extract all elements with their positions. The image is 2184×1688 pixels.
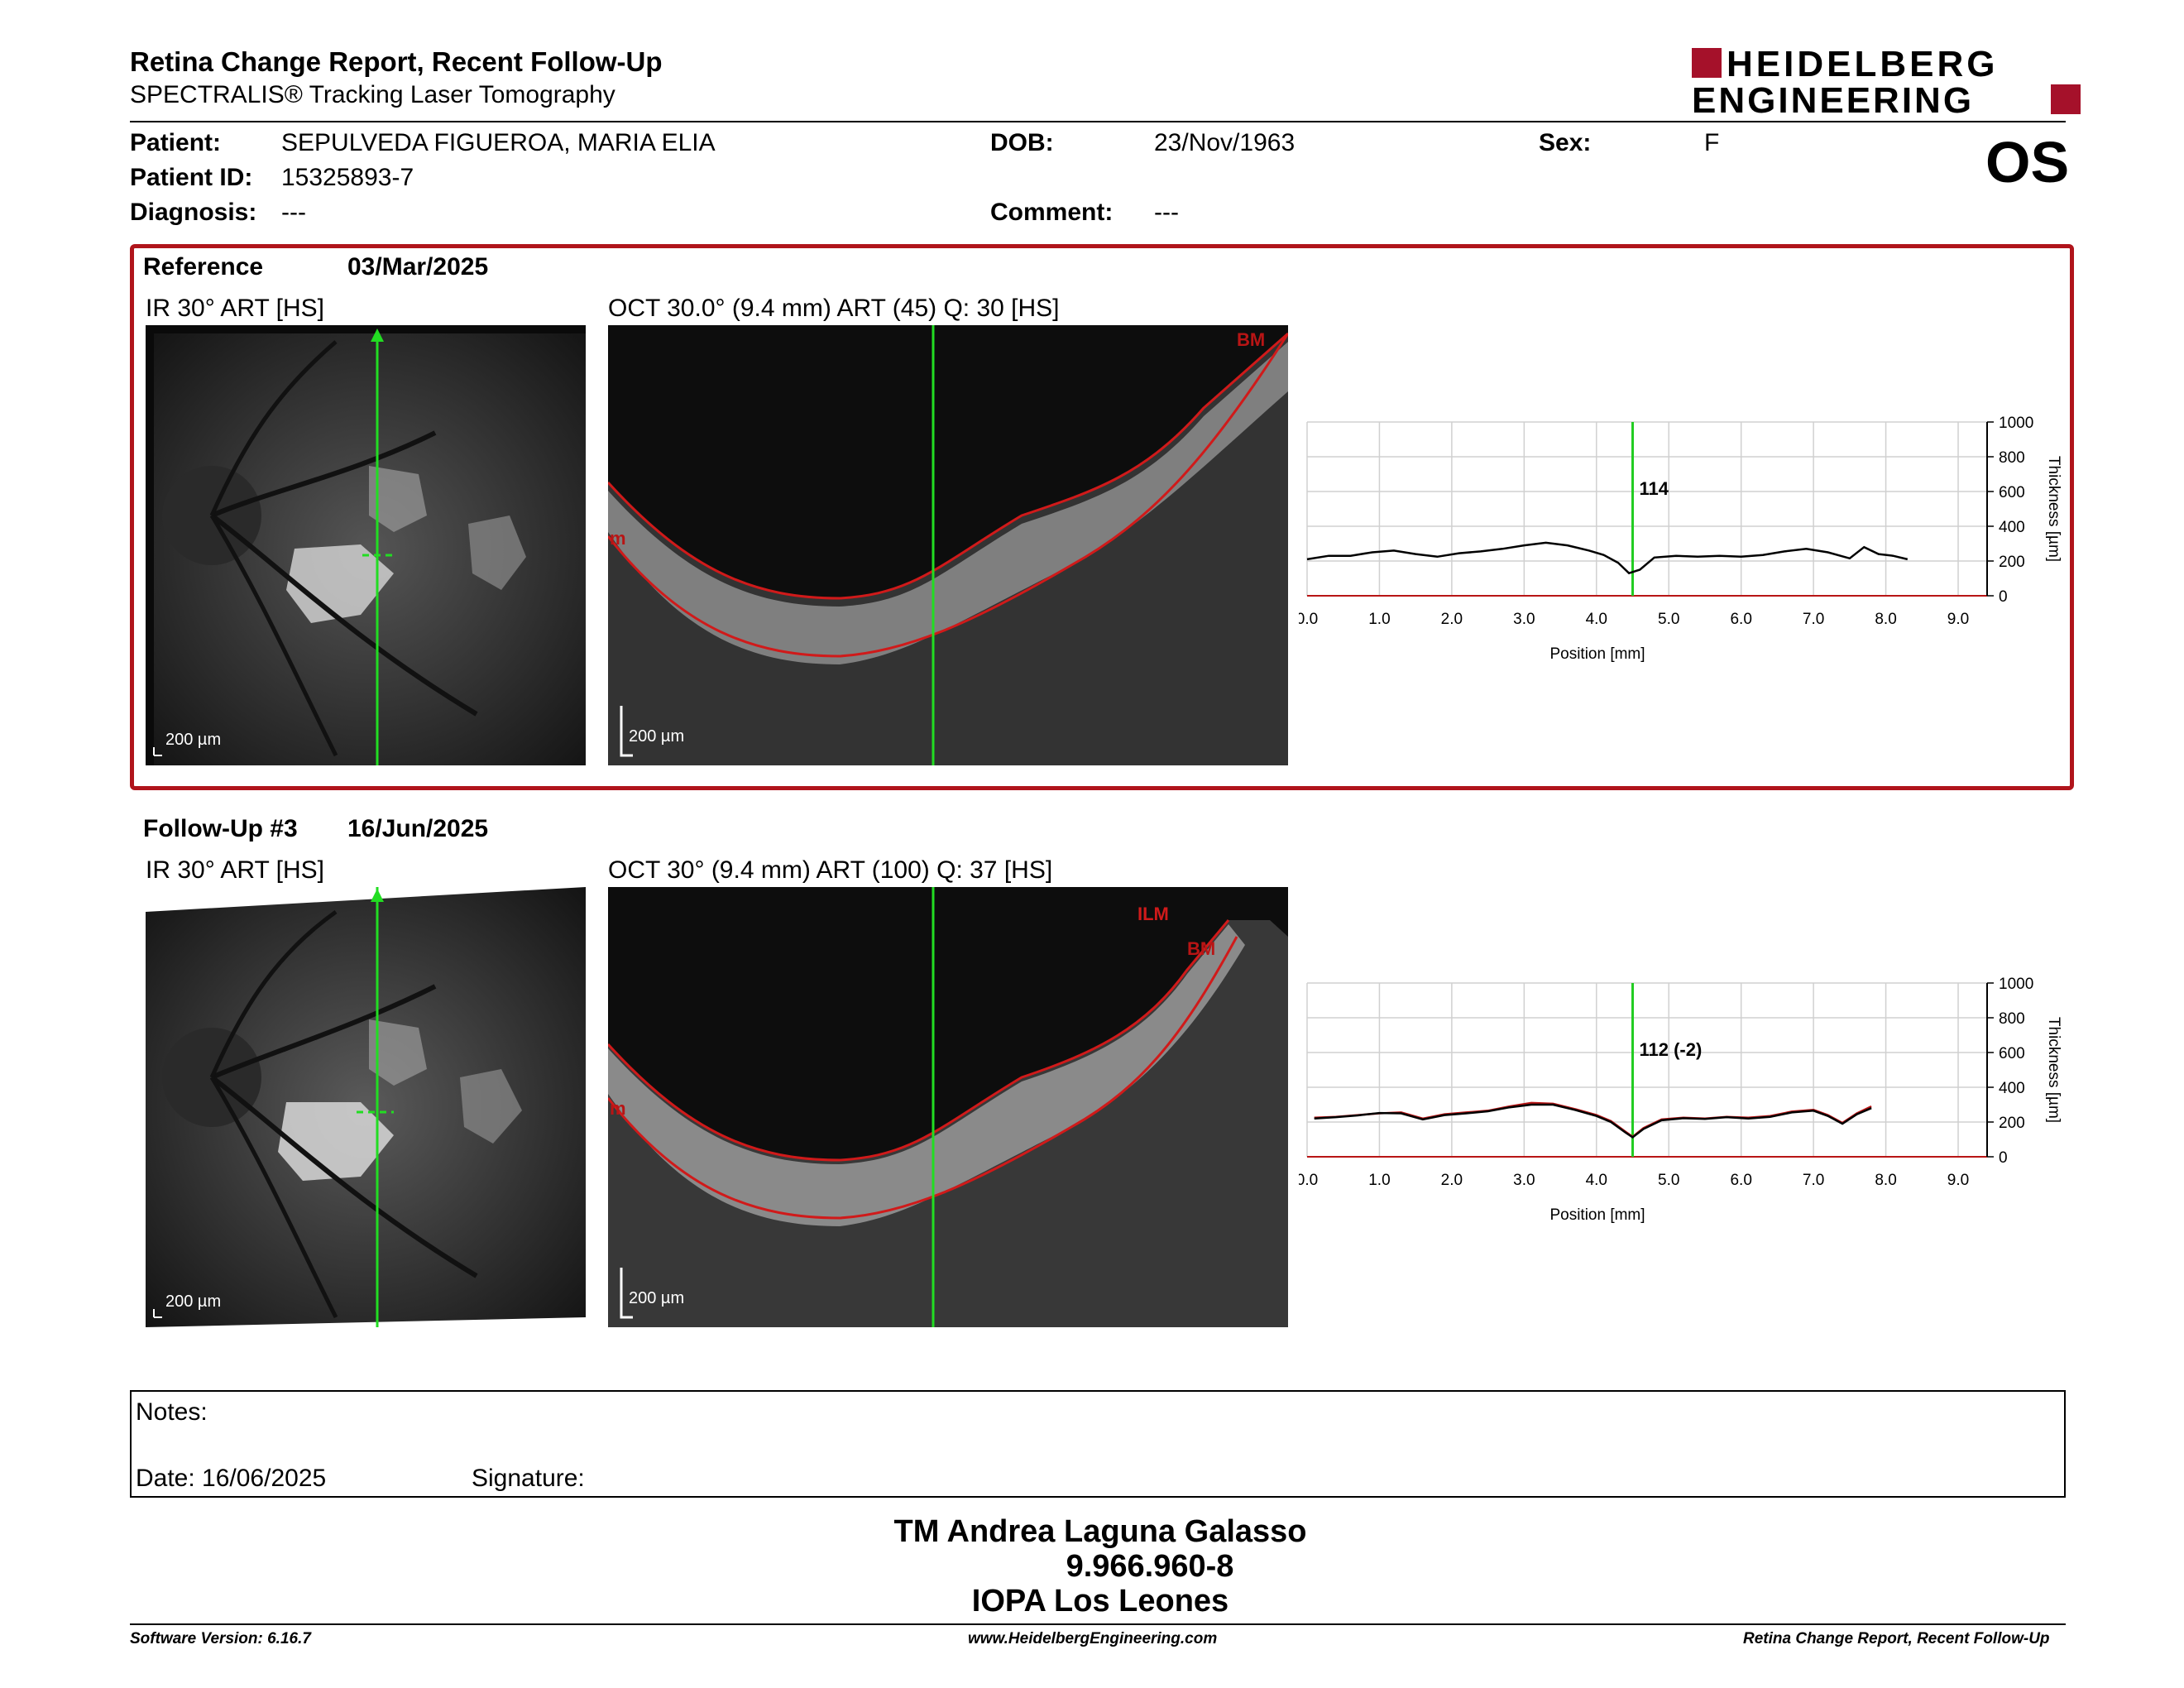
followup-oct-m-label: m <box>610 1098 626 1119</box>
y-tick-label: 400 <box>1999 519 2025 536</box>
reference-ir-image: 200 µm <box>146 325 586 765</box>
reference-oct-scale: 200 µm <box>629 727 685 746</box>
followup-ir-scale: 200 µm <box>165 1292 222 1311</box>
eye-laterality: OS <box>1985 130 2070 194</box>
notes-box <box>130 1390 2066 1498</box>
x-tick-label: 0.0 <box>1299 1172 1318 1189</box>
x-axis-label: Position [mm] <box>1549 1206 1645 1224</box>
thickness-series-line <box>1314 1101 1872 1139</box>
patient-name: SEPULVEDA FIGUEROA, MARIA ELIA <box>281 129 716 156</box>
x-axis-label: Position [mm] <box>1549 645 1645 663</box>
reference-date: 03/Mar/2025 <box>347 253 489 281</box>
y-tick-label: 1000 <box>1999 976 2033 993</box>
y-tick-label: 600 <box>1999 484 2025 501</box>
followup-label: Follow-Up #3 <box>143 815 298 842</box>
patient-id-label: Patient ID: <box>130 164 253 191</box>
x-tick-label: 8.0 <box>1875 611 1896 628</box>
signer-institution: IOPA Los Leones <box>971 1584 1229 1618</box>
y-axis-label: Thickness [µm] <box>2045 1017 2062 1123</box>
reference-oct-bm-label: BM <box>1237 329 1265 350</box>
followup-oct-scale: 200 µm <box>629 1289 685 1307</box>
dob-value: 23/Nov/1963 <box>1154 129 1296 156</box>
x-tick-label: 3.0 <box>1513 1172 1535 1189</box>
x-tick-label: 6.0 <box>1730 1172 1751 1189</box>
followup-oct-caption: OCT 30° (9.4 mm) ART (100) Q: 37 [HS] <box>608 856 1053 884</box>
x-tick-label: 3.0 <box>1513 611 1535 628</box>
report-subtitle: SPECTRALIS® Tracking Laser Tomography <box>130 81 615 108</box>
y-tick-label: 200 <box>1999 1115 2025 1132</box>
y-tick-label: 600 <box>1999 1045 2025 1062</box>
y-tick-label: 1000 <box>1999 415 2033 432</box>
reference-frame <box>130 244 2074 790</box>
sex-label: Sex: <box>1539 129 1592 156</box>
reference-label: Reference <box>143 253 264 281</box>
logo-line2: ENGINEERING <box>1692 80 1974 116</box>
reference-oct-image: BM m 200 µm <box>608 325 1288 765</box>
patient-label: Patient: <box>130 129 222 156</box>
x-tick-label: 1.0 <box>1368 611 1390 628</box>
x-tick-label: 9.0 <box>1947 611 1969 628</box>
followup-ir-caption: IR 30° ART [HS] <box>146 856 324 884</box>
footer-divider <box>130 1623 2066 1625</box>
followup-oct-bm-label: BM <box>1187 938 1215 959</box>
signer-id: 9.966.960-8 <box>1066 1549 1234 1584</box>
x-tick-label: 6.0 <box>1730 611 1751 628</box>
sex-value: F <box>1704 129 1720 156</box>
x-tick-label: 5.0 <box>1658 611 1679 628</box>
diagnosis-label: Diagnosis: <box>130 199 257 226</box>
footer-website: www.HeidelbergEngineering.com <box>968 1630 1218 1647</box>
y-tick-label: 0 <box>1999 588 2008 606</box>
reference-thickness-chart: 0.0 1.0 2.0 3.0 4.0 5.0 6.0 7.0 8.0 9.0 0 200 400 600… <box>1299 415 2062 663</box>
y-tick-label: 200 <box>1999 554 2025 571</box>
logo-line1: HEIDELBERG <box>1727 46 1998 84</box>
patient-id: 15325893-7 <box>281 164 414 191</box>
x-tick-label: 8.0 <box>1875 1172 1896 1189</box>
signer-name: TM Andrea Laguna Galasso <box>893 1514 1307 1549</box>
logo-square-top <box>1692 48 1722 78</box>
x-tick-label: 4.0 <box>1586 611 1607 628</box>
followup-ir-image: 200 µm <box>146 887 586 1327</box>
logo-square-bottom <box>2051 84 2081 114</box>
dob-label: DOB: <box>990 129 1054 156</box>
notes-date: Date: 16/06/2025 <box>136 1465 327 1492</box>
reference-oct-caption: OCT 30.0° (9.4 mm) ART (45) Q: 30 [HS] <box>608 295 1060 322</box>
followup-oct-image: ILM BM m 200 µm <box>608 887 1288 1327</box>
y-axis-label: Thickness [µm] <box>2045 456 2062 562</box>
notes-label: Notes: <box>136 1398 208 1426</box>
followup-thickness-chart: 0.0 1.0 2.0 3.0 4.0 5.0 6.0 7.0 8.0 9.0 0 200 400 600… <box>1299 976 2062 1224</box>
followup-oct-ilm-label: ILM <box>1138 904 1169 924</box>
y-tick-label: 0 <box>1999 1149 2008 1167</box>
x-tick-label: 7.0 <box>1803 1172 1824 1189</box>
footer-report-name: Retina Change Report, Recent Follow-Up <box>1743 1630 2050 1647</box>
marker-value-label: 112 (-2) <box>1640 1039 1703 1060</box>
x-tick-label: 2.0 <box>1441 1172 1463 1189</box>
reference-oct-m-label: m <box>610 528 626 549</box>
x-tick-label: 2.0 <box>1441 611 1463 628</box>
x-tick-label: 1.0 <box>1368 1172 1390 1189</box>
marker-value-label: 114 <box>1640 478 1669 499</box>
x-tick-label: 4.0 <box>1586 1172 1607 1189</box>
followup-date: 16/Jun/2025 <box>347 815 489 842</box>
header-divider <box>130 121 2066 122</box>
x-tick-label: 9.0 <box>1947 1172 1969 1189</box>
reference-ir-caption: IR 30° ART [HS] <box>146 295 324 322</box>
signature-label: Signature: <box>472 1465 585 1492</box>
comment-label: Comment: <box>990 199 1114 226</box>
footer-software: Software Version: 6.16.7 <box>130 1630 311 1647</box>
comment-value: --- <box>1154 199 1179 226</box>
x-tick-label: 0.0 <box>1299 611 1318 628</box>
report-title: Retina Change Report, Recent Follow-Up <box>130 46 663 77</box>
diagnosis-value: --- <box>281 199 306 226</box>
thickness-series-line <box>1314 1103 1872 1139</box>
y-tick-label: 400 <box>1999 1080 2025 1097</box>
x-tick-label: 7.0 <box>1803 611 1824 628</box>
x-tick-label: 5.0 <box>1658 1172 1679 1189</box>
y-tick-label: 800 <box>1999 449 2025 467</box>
heidelberg-logo: HEIDELBERG ENGINEERING <box>1692 46 2081 116</box>
y-tick-label: 800 <box>1999 1010 2025 1028</box>
reference-ir-scale: 200 µm <box>165 731 222 749</box>
thickness-series-line <box>1306 541 1909 575</box>
